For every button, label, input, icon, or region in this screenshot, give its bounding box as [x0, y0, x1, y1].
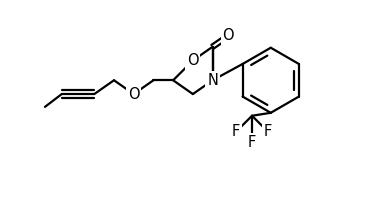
Text: O: O — [128, 87, 139, 102]
Text: O: O — [187, 53, 199, 68]
Text: F: F — [232, 124, 240, 139]
Text: F: F — [248, 135, 256, 150]
Text: F: F — [264, 124, 272, 139]
Text: O: O — [222, 28, 234, 43]
Text: N: N — [207, 73, 218, 88]
